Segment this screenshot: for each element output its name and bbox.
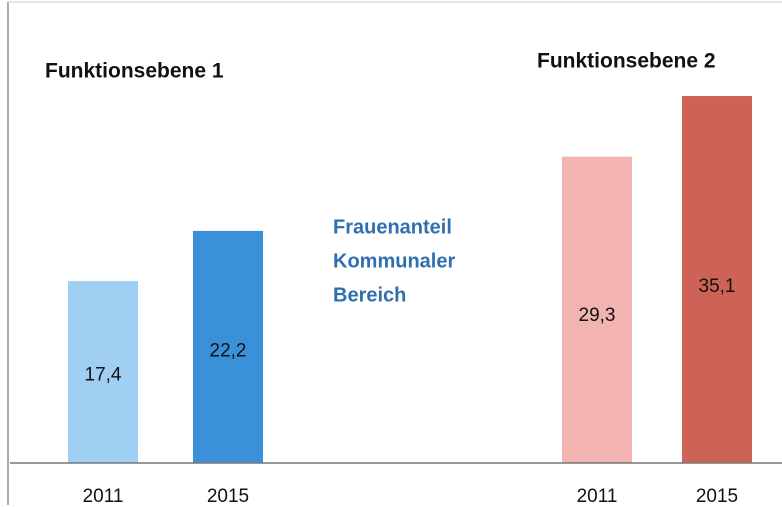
value-label: 29,3 [579, 305, 616, 326]
x-tick-label: 2015 [696, 486, 738, 507]
bar [682, 96, 752, 463]
annotation: Frauenanteil [333, 216, 452, 238]
annotation: Kommunaler [333, 250, 455, 272]
bar [68, 281, 138, 463]
annotation: Bereich [333, 284, 406, 306]
bar [193, 230, 263, 463]
chart-title: Funktionsebene 2 [537, 50, 716, 73]
chart-title: Funktionsebene 1 [45, 60, 224, 83]
value-label: 17,4 [85, 365, 122, 386]
x-tick-label: 2011 [577, 486, 618, 507]
value-label: 22,2 [210, 341, 247, 362]
x-tick-label: 2015 [207, 486, 249, 507]
value-label: 35,1 [699, 276, 736, 297]
bar [562, 156, 632, 463]
x-tick-label: 2011 [83, 486, 124, 507]
